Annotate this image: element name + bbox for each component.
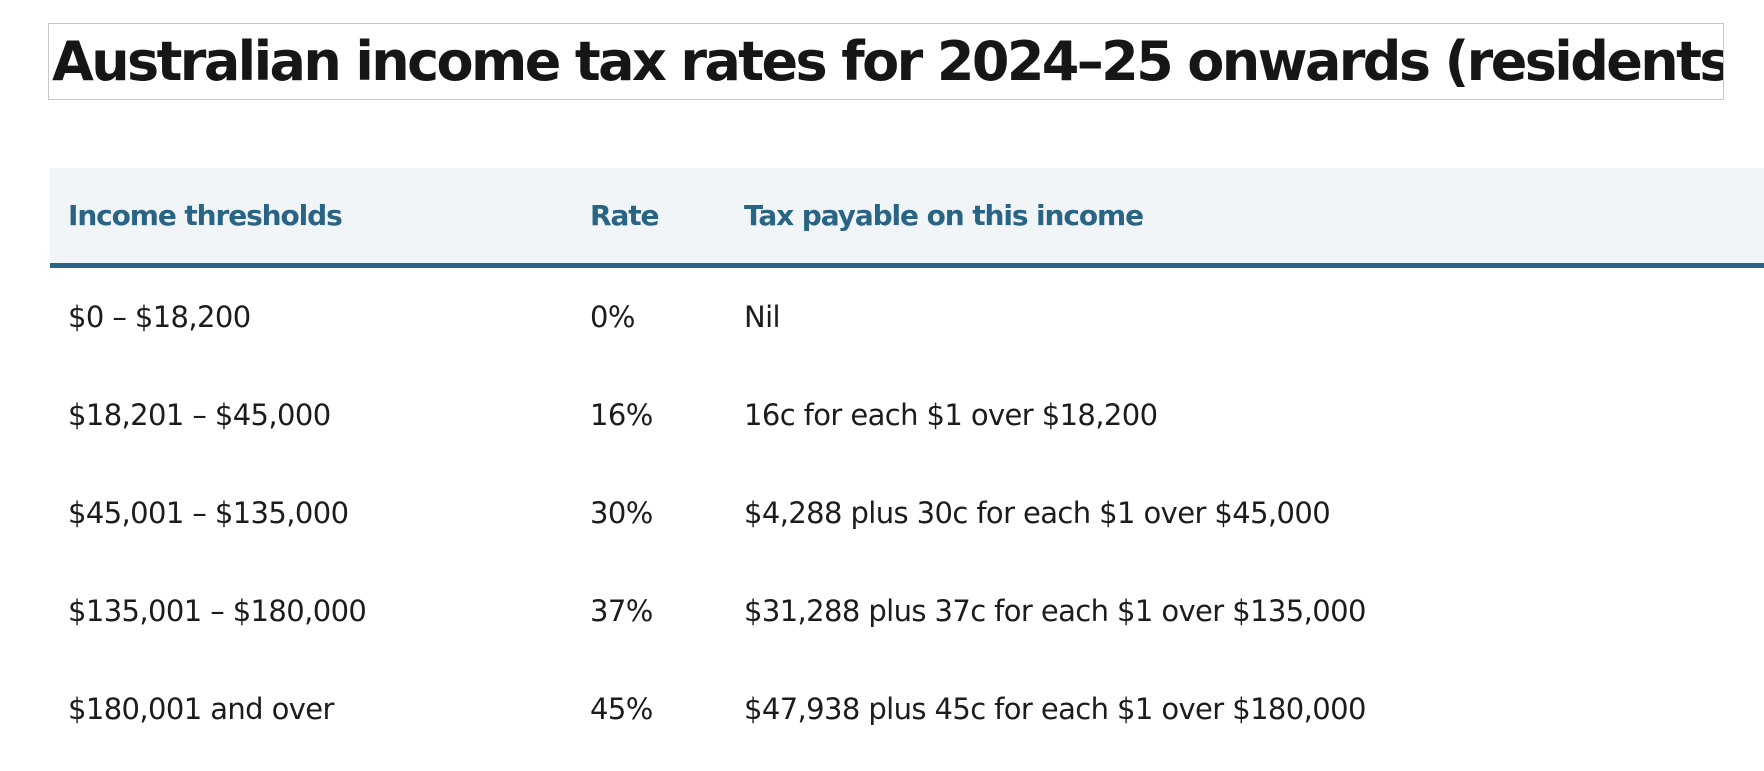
page-title: Australian income tax rates for 2024–25 … (52, 30, 1724, 93)
tax-rates-table: Income thresholds Rate Tax payable on th… (50, 168, 1764, 757)
cell-income-threshold: $45,001 – $135,000 (68, 496, 349, 530)
cell-tax-payable: Nil (744, 300, 781, 334)
table-row: $45,001 – $135,000 30% $4,288 plus 30c f… (50, 464, 1764, 562)
cell-income-threshold: $135,001 – $180,000 (68, 594, 367, 628)
cell-income-threshold: $0 – $18,200 (68, 300, 251, 334)
header-row: Income thresholds Rate Tax payable on th… (50, 168, 1764, 268)
cell-tax-payable: $31,288 plus 37c for each $1 over $135,0… (744, 594, 1366, 628)
cell-rate: 30% (590, 496, 653, 530)
table-row: $18,201 – $45,000 16% 16c for each $1 ov… (50, 366, 1764, 464)
cell-rate: 0% (590, 300, 635, 334)
table-row: $0 – $18,200 0% Nil (50, 266, 1764, 367)
table-row: $180,001 and over 45% $47,938 plus 45c f… (50, 660, 1764, 757)
cell-income-threshold: $180,001 and over (68, 691, 334, 726)
cell-tax-payable: $47,938 plus 45c for each $1 over $180,0… (744, 691, 1366, 726)
table-row: $135,001 – $180,000 37% $31,288 plus 37c… (50, 562, 1764, 660)
cell-rate: 37% (590, 594, 653, 628)
title-box: Australian income tax rates for 2024–25 … (48, 23, 1724, 100)
cell-tax-payable: $4,288 plus 30c for each $1 over $45,000 (744, 496, 1331, 530)
header-income-thresholds: Income thresholds (50, 168, 572, 268)
cell-rate: 16% (590, 398, 653, 432)
cell-rate: 45% (590, 691, 653, 726)
header-tax-payable: Tax payable on this income (726, 168, 1764, 268)
table-body: $0 – $18,200 0% Nil $18,201 – $45,000 16… (50, 266, 1764, 758)
cell-tax-payable: 16c for each $1 over $18,200 (744, 398, 1158, 432)
cell-income-threshold: $18,201 – $45,000 (68, 398, 331, 432)
header-rate: Rate (572, 168, 726, 268)
table-header: Income thresholds Rate Tax payable on th… (50, 168, 1764, 268)
